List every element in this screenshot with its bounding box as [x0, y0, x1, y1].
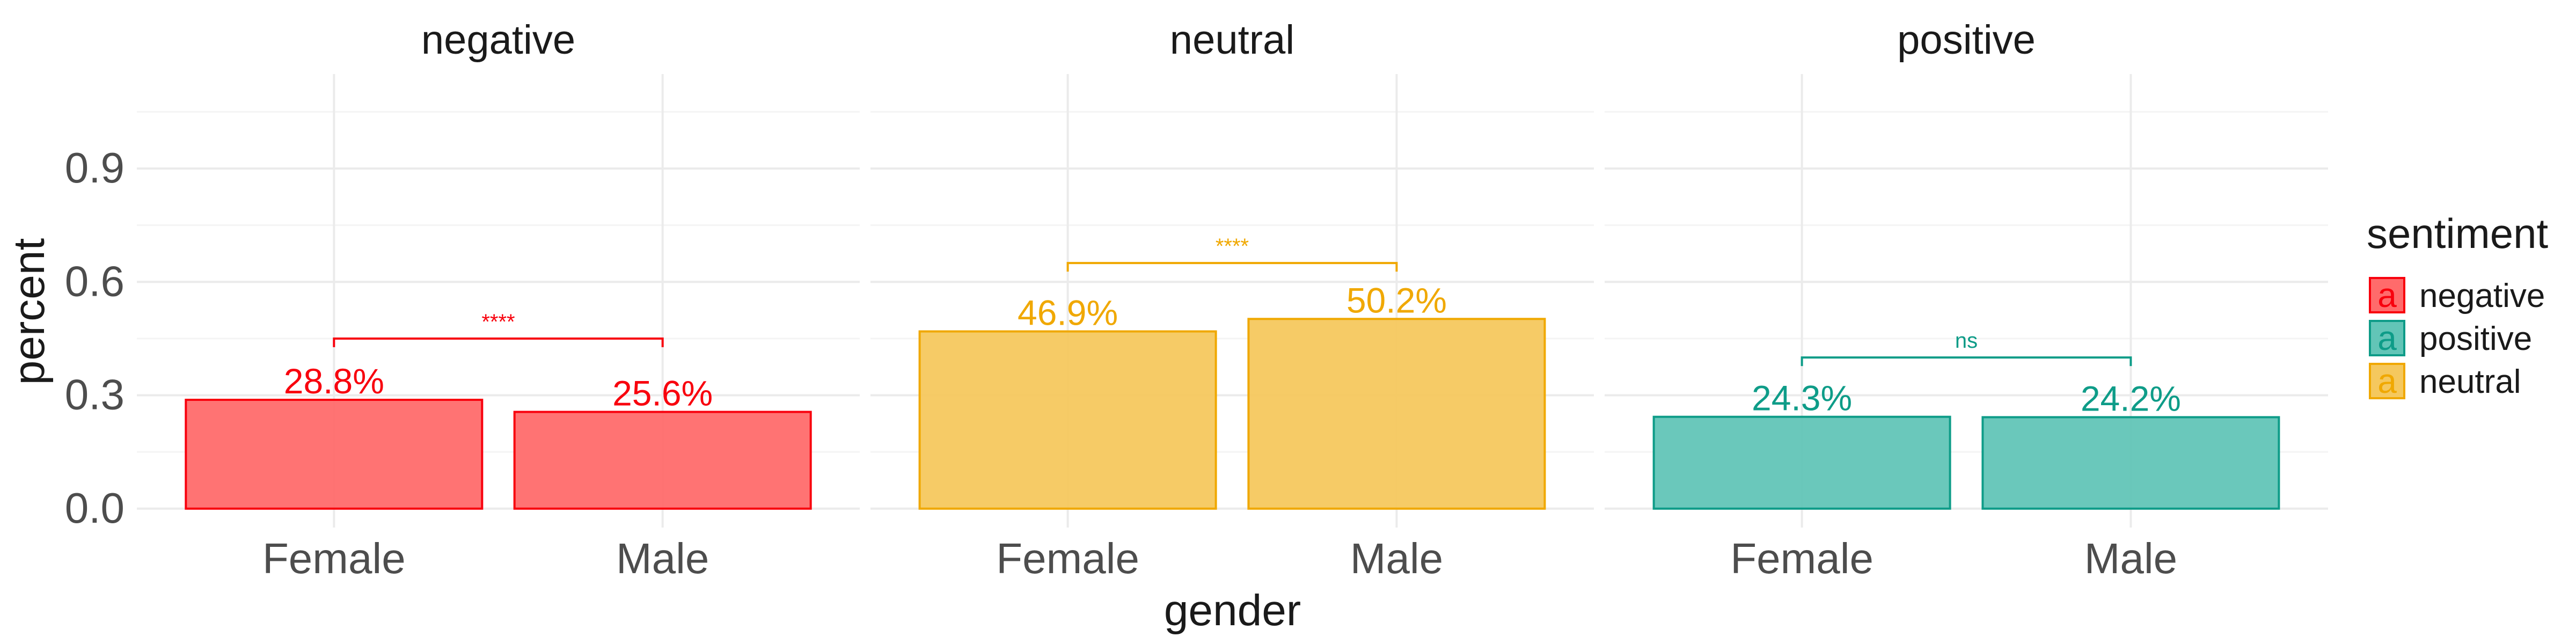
x-tick-label: Male [1350, 535, 1443, 582]
legend-key [2369, 363, 2405, 399]
significance-bracket [1801, 356, 2132, 367]
x-tick-label: Male [2084, 535, 2177, 582]
bar [513, 411, 812, 510]
legend-label: neutral [2419, 363, 2521, 400]
legend-label: negative [2419, 277, 2545, 314]
facet-title: positive [1897, 17, 2036, 63]
data-label: 24.2% [2081, 378, 2181, 418]
data-label: 50.2% [1346, 280, 1447, 320]
legend-key-glyph: a [2377, 319, 2397, 357]
data-label: 28.8% [284, 361, 384, 401]
x-tick-label: Female [1730, 535, 1874, 582]
x-tick-label: Male [616, 535, 709, 582]
legend-key-glyph: a [2377, 362, 2397, 400]
y-tick-label: 0.9 [65, 144, 125, 192]
significance-bracket [1066, 262, 1398, 272]
significance-label: ns [1955, 329, 1978, 353]
x-tick-label: Female [996, 535, 1139, 582]
legend-key [2369, 320, 2405, 356]
bar [1652, 415, 1951, 510]
legend-label: positive [2419, 320, 2532, 357]
legend-key-glyph: a [2377, 276, 2397, 314]
significance-label: **** [1216, 235, 1249, 258]
legend-key [2369, 277, 2405, 313]
significance-label: **** [481, 310, 515, 334]
legend-title: sentiment [2367, 210, 2548, 257]
y-axis-title: percent [5, 238, 54, 385]
y-tick-label: 0.3 [65, 371, 125, 419]
x-tick-label: Female [262, 535, 406, 582]
bar [185, 398, 484, 510]
x-axis-title: gender [1164, 586, 1301, 635]
y-tick-label: 0.6 [65, 257, 125, 305]
data-label: 46.9% [1018, 293, 1118, 333]
data-label: 24.3% [1752, 378, 1852, 418]
bar [918, 330, 1217, 510]
data-label: 25.6% [612, 374, 713, 413]
significance-bracket [333, 337, 664, 347]
facet-title: negative [421, 17, 575, 63]
facet-title: neutral [1170, 17, 1294, 63]
bar [1247, 318, 1546, 510]
bar [1981, 416, 2280, 510]
y-tick-label: 0.0 [65, 484, 125, 532]
